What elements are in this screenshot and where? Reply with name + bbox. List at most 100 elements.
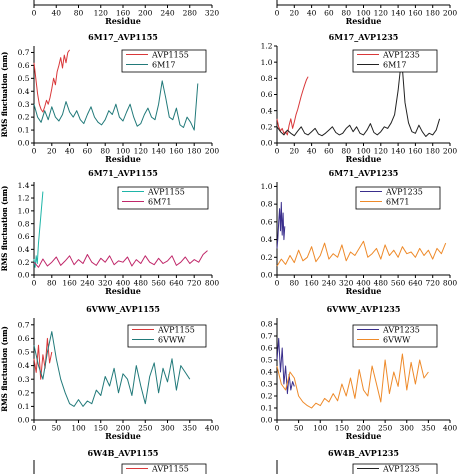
y-tick-label: 0.0 — [261, 416, 273, 425]
x-tick-label: 640 — [169, 279, 184, 288]
x-tick-label: 20 — [290, 9, 300, 18]
series-line-AVP1155 — [33, 191, 44, 268]
legend-label: AVP1235 — [382, 326, 420, 335]
x-tick-label: 120 — [94, 9, 109, 18]
y-tick-label: 1.4 — [18, 181, 30, 190]
x-tick-label: 720 — [187, 279, 202, 288]
x-tick-label: 40 — [307, 147, 317, 156]
y-tick-label: 0.1 — [18, 402, 30, 411]
x-tick-label: 120 — [374, 9, 389, 18]
y-tick-label: 0.1 — [261, 404, 273, 413]
chart-panel-6vww-avp1235: 6VWW_AVP1235 0 50 100 150 200 250 300 350 400 Resi… — [0, 304, 457, 441]
y-tick-label: 0.3 — [261, 380, 273, 389]
y-tick-label: 0.0 — [18, 271, 30, 280]
x-tick-label: 160 — [408, 147, 423, 156]
x-tick-label: 0 — [32, 279, 37, 288]
x-tick-label: 50 — [294, 424, 304, 433]
series-line-AVP1235 — [276, 201, 286, 249]
y-tick-label: 0.4 — [18, 87, 30, 96]
x-tick-label: 240 — [80, 279, 95, 288]
x-tick-label: 0 — [32, 9, 37, 18]
x-tick-label: 140 — [391, 9, 406, 18]
x-tick-label: 100 — [356, 147, 371, 156]
x-tick-label: 720 — [426, 279, 441, 288]
y-tick-label: 0.5 — [18, 348, 30, 357]
chart-title: 6M17_AVP1155 — [88, 32, 158, 42]
y-tick-label: 0.6 — [18, 61, 30, 70]
x-axis-label: Residue — [346, 431, 382, 441]
y-tick-label: 0.2 — [18, 113, 30, 122]
series-line-6M17 — [33, 80, 199, 131]
x-tick-label: 100 — [71, 424, 86, 433]
x-tick-label: 100 — [356, 9, 371, 18]
x-tick-label: 0 — [275, 9, 280, 18]
x-tick-label: 480 — [134, 279, 149, 288]
x-tick-label: 50 — [51, 424, 61, 433]
x-tick-label: 140 — [151, 147, 166, 156]
x-tick-label: 80 — [341, 9, 351, 18]
x-tick-label: 400 — [443, 424, 458, 433]
legend-label: 6M17 — [383, 61, 406, 70]
y-tick-label: 0.2 — [261, 253, 273, 262]
chart-panel-6m71-avp1155: 6M71_AVP1155 0 80 160 240 320 400 480 560 640 720 8… — [0, 168, 219, 296]
y-axis-label: RMS fluctuation (nm) — [0, 326, 9, 412]
legend-label: AVP1155 — [147, 188, 185, 197]
y-tick-label: 0.0 — [261, 271, 273, 280]
series-line-6VWW — [33, 331, 191, 407]
x-tick-label: 200 — [443, 9, 458, 18]
y-tick-label: 0.2 — [261, 392, 273, 401]
chart-title: 6VWW_AVP1155 — [86, 304, 160, 314]
x-tick-label: 400 — [116, 279, 131, 288]
y-tick-label: 1.0 — [18, 206, 30, 215]
x-tick-label: 240 — [322, 279, 337, 288]
series-line-6VWW — [276, 353, 429, 409]
x-axis-label: Residue — [105, 154, 141, 164]
x-tick-label: 240 — [160, 9, 175, 18]
legend-label: AVP1155 — [157, 326, 195, 335]
x-tick-label: 100 — [313, 424, 328, 433]
chart-title: 6W4B_AVP1235 — [328, 448, 399, 458]
x-axis-label: Residue — [105, 431, 141, 441]
series-line-AVP1235 — [276, 337, 295, 395]
chart-title: 6M71_AVP1235 — [329, 168, 399, 178]
x-axis-label: Residue — [346, 286, 382, 296]
x-tick-label: 40 — [65, 147, 75, 156]
x-tick-label: 180 — [187, 147, 202, 156]
y-tick-label: 0.6 — [261, 90, 273, 99]
series-line-6M71 — [276, 240, 447, 267]
y-axis-label: RMS fluctuation (nm) — [0, 326, 9, 412]
y-tick-label: 1.0 — [261, 58, 273, 67]
x-tick-label: 0 — [32, 147, 37, 156]
y-tick-label: 0.6 — [261, 217, 273, 226]
x-axis-label: Residue — [346, 154, 382, 164]
legend-box — [352, 324, 438, 348]
chart-title: 6VWW_AVP1235 — [327, 304, 401, 314]
x-tick-label: 120 — [134, 147, 149, 156]
x-tick-label: 0 — [275, 424, 280, 433]
x-tick-label: 560 — [151, 279, 166, 288]
x-tick-label: 160 — [62, 279, 77, 288]
y-tick-label: 0.2 — [18, 388, 30, 397]
y-tick-label: 0.3 — [18, 100, 30, 109]
legend-label: 6M71 — [148, 198, 171, 207]
x-tick-label: 400 — [356, 279, 371, 288]
x-tick-label: 200 — [205, 147, 220, 156]
y-tick-label: 1.0 — [261, 182, 273, 191]
y-tick-label: 0.4 — [18, 361, 30, 370]
y-tick-label: 0.0 — [18, 416, 30, 425]
x-tick-label: 400 — [205, 424, 220, 433]
chart-panel-6m17-avp1155: 6M17_AVP1155 0 20 40 60 80 100 120 140 160 180 200 R… — [0, 32, 219, 164]
x-tick-label: 320 — [205, 9, 220, 18]
x-tick-label: 150 — [94, 424, 109, 433]
x-tick-label: 200 — [116, 424, 131, 433]
x-tick-label: 300 — [160, 424, 175, 433]
x-tick-label: 160 — [116, 9, 131, 18]
legend-box — [352, 463, 438, 474]
x-tick-label: 20 — [290, 147, 300, 156]
series-line-6M17 — [276, 57, 441, 137]
x-tick-label: 80 — [47, 279, 57, 288]
x-tick-label: 80 — [74, 9, 84, 18]
x-tick-label: 80 — [341, 147, 351, 156]
chart-panel-6w4b-avp1235: 6W4B_AVP1235 AVP1235 — [276, 448, 438, 474]
